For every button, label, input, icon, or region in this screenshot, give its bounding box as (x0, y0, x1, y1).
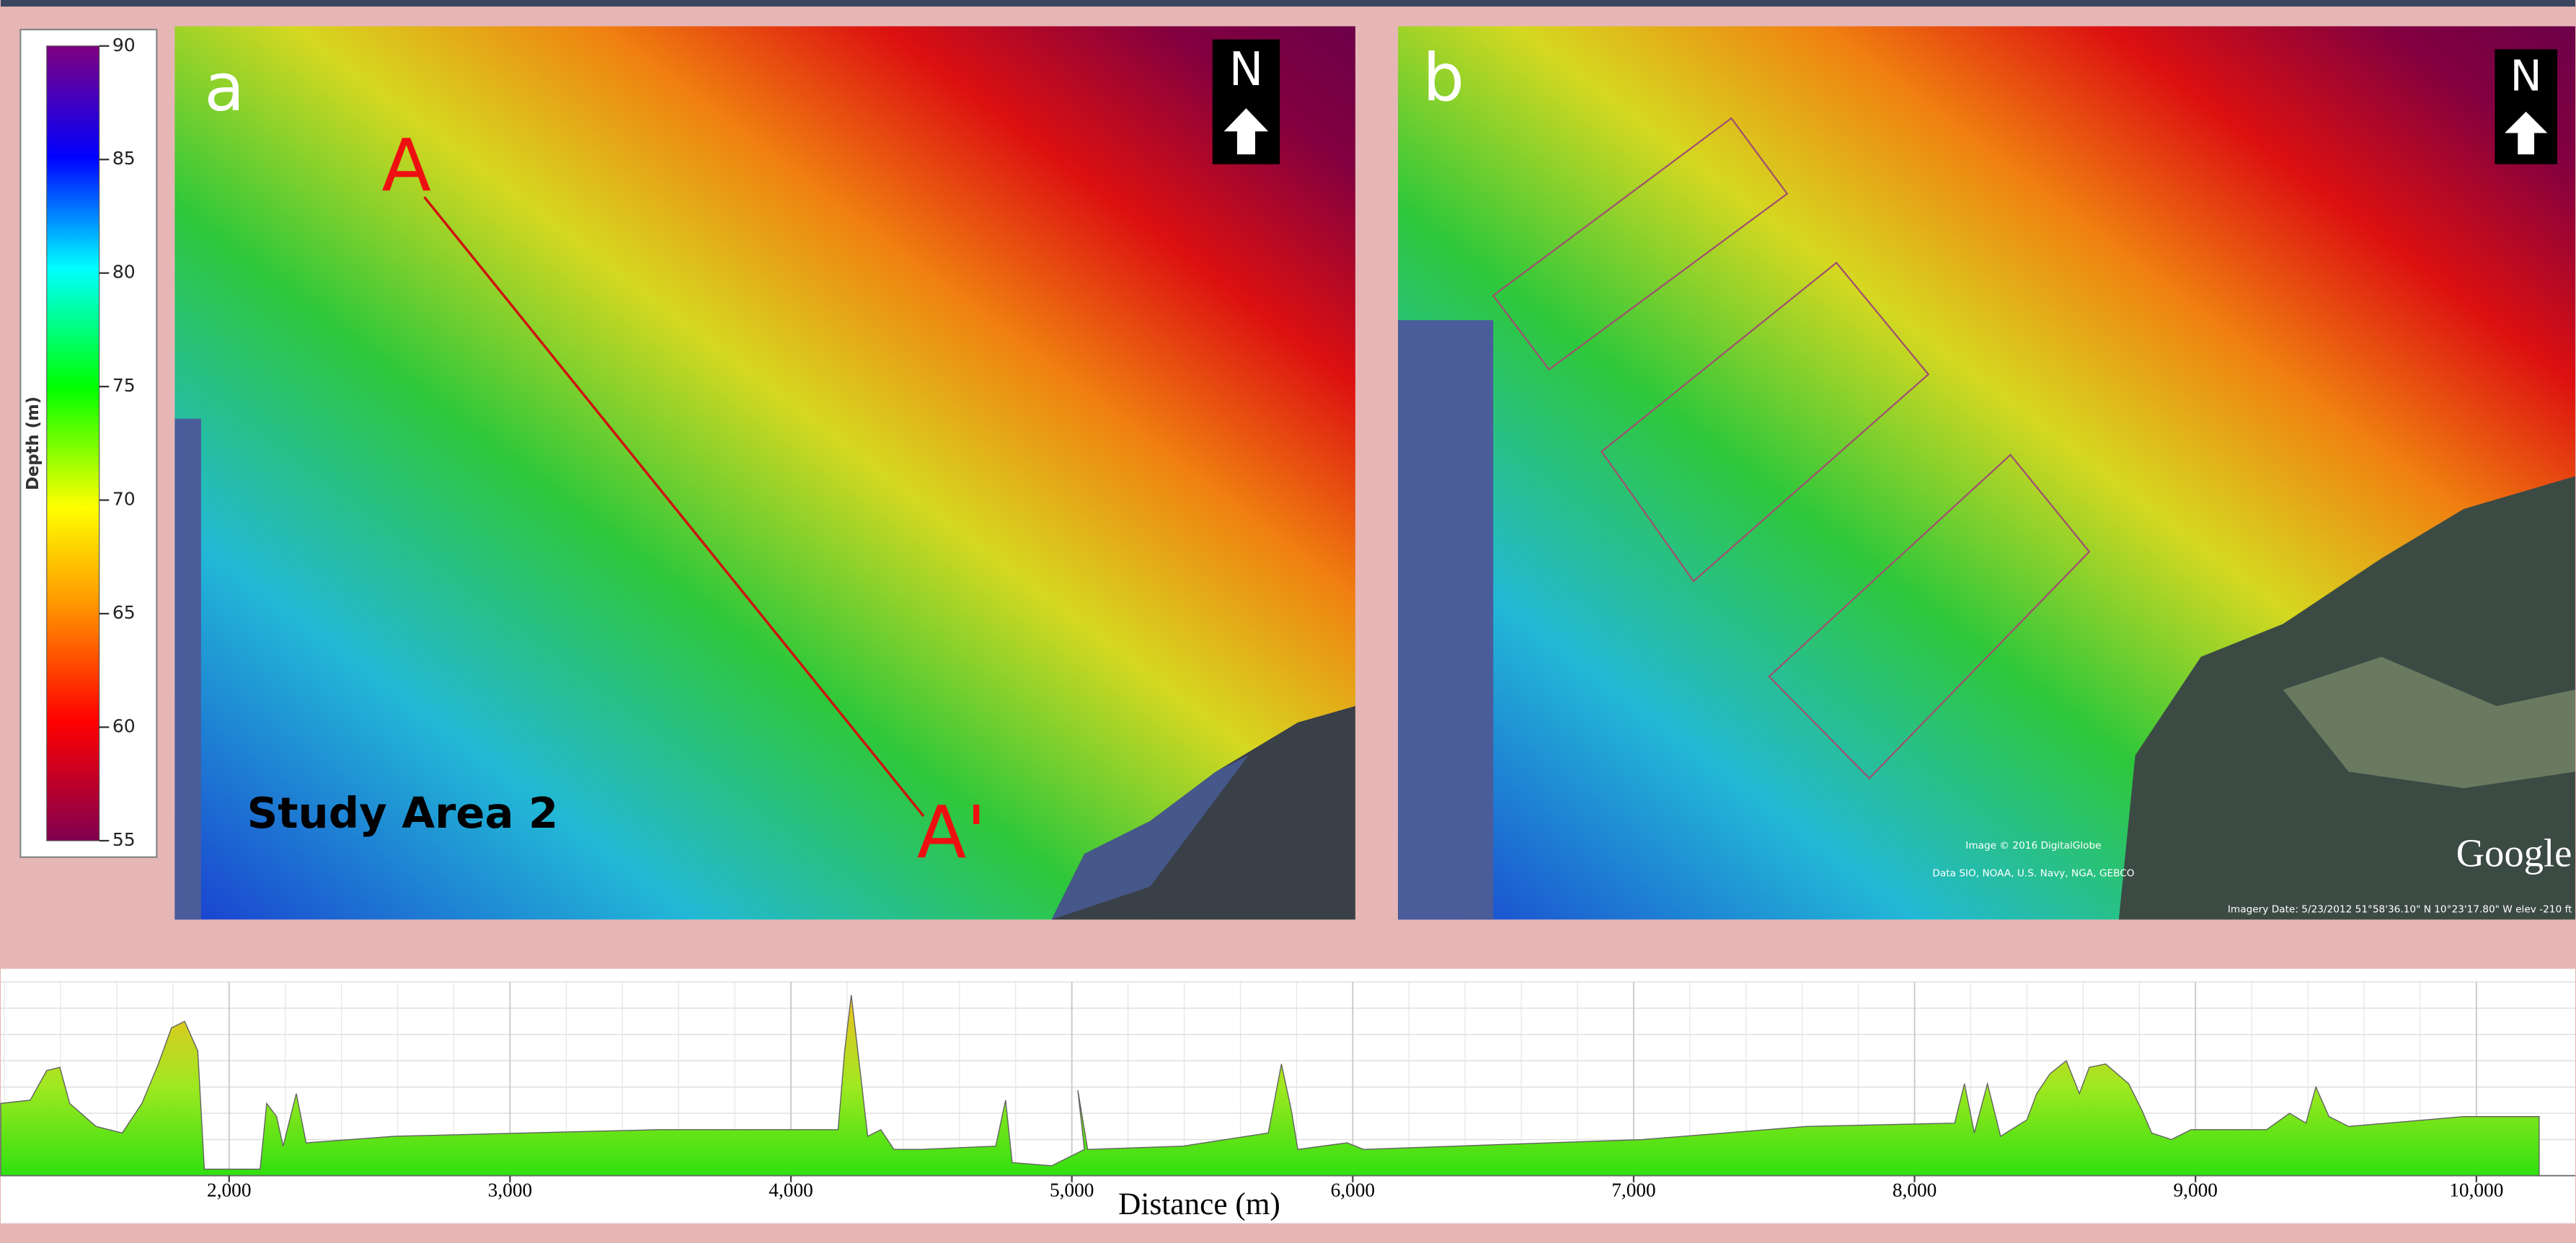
north-label: N (1229, 43, 1264, 97)
imagery-info: Imagery Date: 5/23/2012 51°58'36.10" N 1… (2228, 904, 2572, 916)
x-tick-label: 7,000 (1611, 1180, 1655, 1201)
x-tick-label: 3,000 (488, 1180, 532, 1201)
transect (423, 196, 925, 817)
x-tick-label: 2,000 (207, 1180, 251, 1201)
north-arrow (1223, 108, 1269, 155)
x-tick-label: 4,000 (769, 1180, 813, 1201)
north-label: N (2510, 50, 2542, 100)
panel-a: a A A' Study Area 2 N (174, 26, 1355, 920)
survey-boxes (1492, 117, 2091, 780)
x-tick-label: 9,000 (2173, 1180, 2217, 1201)
data-credit: Data SIO, NOAA, U.S. Navy, NGA, GEBCO (1932, 868, 2134, 880)
depth-profile (0, 995, 2540, 1177)
colorbar-label: Depth (m) (24, 397, 43, 490)
panel-label: a (204, 49, 244, 125)
colorbar-ticks: 90 85 80 75 70 65 60 55 (99, 35, 136, 850)
colorbar-tick-label: 75 (112, 375, 136, 396)
panel-label: b (1422, 40, 1464, 116)
copyright: Image © 2016 DigitalGlobe (1965, 840, 2101, 851)
land-strip (174, 418, 201, 920)
top-bar (1, 0, 2575, 7)
transect-start: A (381, 123, 431, 208)
land-strip (1398, 320, 1494, 920)
colorbar (46, 45, 100, 841)
colorbar-tick-label: 80 (112, 262, 136, 283)
profile-chart: 2,000 3,000 4,000 5,000 6,000 7,000 8,000 9,000… (0, 968, 2575, 1224)
x-tick-label: 6,000 (1331, 1180, 1375, 1201)
colorbar-tick-label: 55 (112, 829, 136, 850)
shallow (1051, 755, 1249, 920)
north-arrow (2505, 111, 2548, 155)
area-label: Study Area 2 (247, 788, 559, 838)
bathymetry (174, 26, 1355, 920)
colorbar-tick-label: 65 (112, 602, 136, 623)
island (2283, 656, 2575, 789)
brand: Google (2456, 831, 2572, 875)
x-axis-label: Distance (m) (1118, 1187, 1280, 1221)
panel-b: b N Image © 2016 DigitalGlobe Data SIO, … (1398, 26, 2575, 920)
colorbar-tick-label: 85 (112, 148, 136, 169)
colorbar-tick-label: 90 (112, 35, 136, 56)
x-tick-label: 10,000 (2449, 1180, 2503, 1201)
colorbar-tick-label: 60 (112, 716, 136, 737)
x-tick-label: 8,000 (1893, 1180, 1937, 1201)
transect-end: A' (917, 790, 986, 875)
x-tick-label: 5,000 (1050, 1180, 1094, 1201)
colorbar-tick-label: 70 (112, 489, 136, 510)
